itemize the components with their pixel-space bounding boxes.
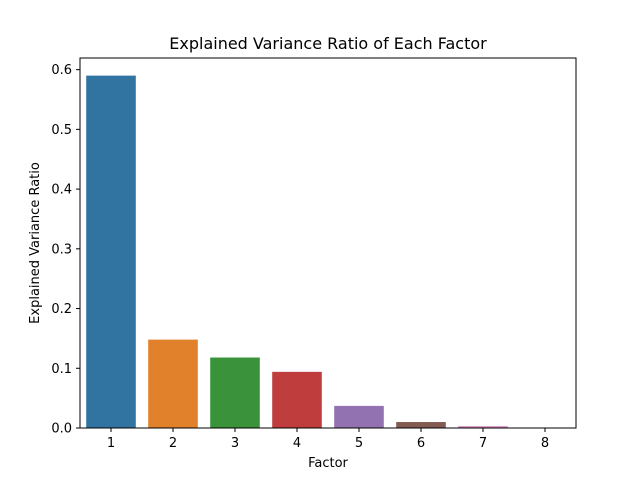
x-tick-label: 6 [417, 436, 425, 451]
bar-factor-4 [272, 371, 322, 428]
x-tick-label: 8 [541, 436, 549, 451]
x-axis-ticks: 1 2 3 4 5 6 7 8 [107, 428, 549, 451]
plot-frame [79, 57, 577, 429]
chart-title: Explained Variance Ratio of Each Factor [169, 34, 487, 53]
y-tick-label: 0.6 [51, 63, 72, 78]
y-tick-label: 0.3 [51, 242, 72, 257]
x-tick-label: 1 [107, 436, 115, 451]
x-tick-label: 7 [479, 436, 487, 451]
bar-factor-3 [210, 357, 260, 428]
bar-factor-2 [148, 339, 198, 428]
bar-factor-7 [458, 426, 508, 428]
x-tick-label: 2 [169, 436, 177, 451]
x-tick-label: 3 [231, 436, 239, 451]
bar-factor-5 [334, 405, 384, 428]
x-tick-label: 4 [293, 436, 301, 451]
y-tick-label: 0.1 [51, 362, 72, 377]
x-tick-label: 5 [355, 436, 363, 451]
bar-factor-1 [86, 75, 136, 429]
bars-group [86, 75, 508, 429]
bar-factor-6 [396, 422, 446, 428]
y-tick-label: 0.5 [51, 123, 72, 138]
y-tick-label: 0.4 [51, 183, 72, 198]
y-tick-label: 0.2 [51, 302, 72, 317]
y-axis-label: Explained Variance Ratio [28, 162, 43, 324]
x-axis-label: Factor [308, 456, 348, 471]
y-axis-ticks: 0.0 0.1 0.2 0.3 0.4 0.5 0.6 [51, 63, 80, 437]
y-tick-label: 0.0 [51, 422, 72, 437]
